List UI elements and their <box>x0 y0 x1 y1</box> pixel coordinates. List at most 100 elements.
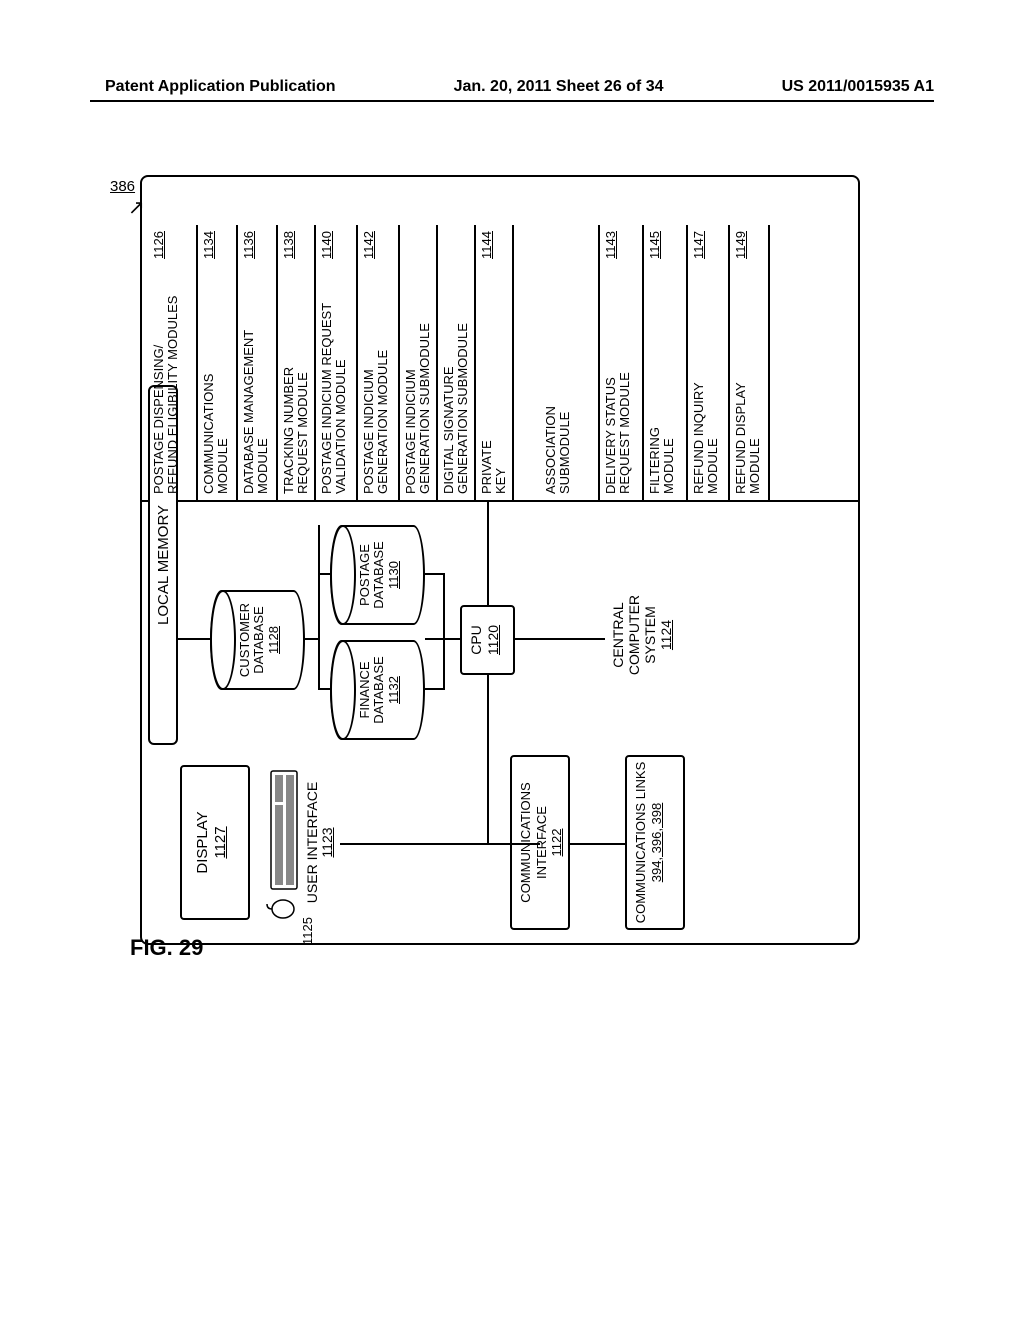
ui-text: USER INTERFACE <box>304 782 320 903</box>
cpu-box: CPU 1120 <box>460 605 515 675</box>
module-num: 1140 <box>320 231 334 259</box>
module-divider <box>436 225 438 500</box>
connector <box>570 843 625 845</box>
module-divider <box>728 225 730 500</box>
module-num: 1149 <box>734 231 748 259</box>
comm-links-num: 394, 396, 398 <box>649 803 664 883</box>
module-divider <box>598 225 600 500</box>
cust-db-label: CUSTOMER DATABASE <box>237 603 266 677</box>
module-row: FILTERING MODULE 1145 <box>644 225 681 500</box>
module-row: ASSOCIATION SUBMODULE <box>540 225 577 500</box>
module-row: POSTAGE INDICIUM GENERATION SUBMODULE <box>400 225 437 500</box>
figure-label: FIG. 29 <box>130 935 203 961</box>
keyboard-icon <box>270 770 298 890</box>
module-divider <box>356 225 358 500</box>
module-num: 1142 <box>362 231 376 259</box>
module-row: POSTAGE INDICIUM REQUEST VALIDATION MODU… <box>316 225 353 500</box>
module-row: COMMUNICATIONS MODULE 1134 <box>198 225 235 500</box>
module-label: PRIVATE KEY <box>479 440 508 494</box>
module-label: DELIVERY STATUS REQUEST MODULE <box>603 372 632 494</box>
module-divider <box>768 225 770 500</box>
header-divider <box>90 100 934 102</box>
module-divider <box>474 225 476 500</box>
module-row: POSTAGE DISPENSING/ REFUND ELIGIBILITY M… <box>148 225 185 500</box>
comm-if-num: 1122 <box>549 829 564 857</box>
user-interface-label: USER INTERFACE 1123 <box>305 765 336 920</box>
connector <box>318 525 320 690</box>
post-db-num: 1130 <box>386 561 401 589</box>
module-divider <box>196 225 198 500</box>
module-num: 1145 <box>648 231 662 259</box>
header-left: Patent Application Publication <box>105 78 336 96</box>
cpu-num: 1120 <box>485 625 501 655</box>
display-box: DISPLAY 1127 <box>180 765 250 920</box>
module-label: REFUND DISPLAY MODULE <box>733 382 762 494</box>
central-text: CENTRAL COMPUTER SYSTEM <box>610 595 658 675</box>
module-row: DELIVERY STATUS REQUEST MODULE 1143 <box>600 225 637 500</box>
module-row: POSTAGE INDICIUM GENERATION MODULE 1142 <box>358 225 395 500</box>
module-row: DATABASE MANAGEMENT MODULE 1136 <box>238 225 275 500</box>
central-num: 1124 <box>658 620 674 650</box>
module-col-border <box>140 500 858 502</box>
connector <box>178 638 210 640</box>
comm-links-label: COMMUNICATIONS LINKS <box>633 762 648 924</box>
module-num: 1147 <box>692 231 706 259</box>
module-num: 1136 <box>242 231 256 259</box>
module-label: POSTAGE INDICIUM REQUEST VALIDATION MODU… <box>319 303 348 494</box>
module-divider <box>398 225 400 500</box>
connector <box>425 688 445 690</box>
customer-db-cylinder: CUSTOMER DATABASE 1128 <box>210 590 305 690</box>
module-label: REFUND INQUIRY MODULE <box>691 382 720 494</box>
module-label: POSTAGE INDICIUM GENERATION MODULE <box>361 350 390 494</box>
module-divider <box>512 225 514 500</box>
connector <box>515 638 605 640</box>
module-divider <box>314 225 316 500</box>
module-label: ASSOCIATION SUBMODULE <box>543 406 572 494</box>
header-center: Jan. 20, 2011 Sheet 26 of 34 <box>454 78 664 96</box>
module-label: COMMUNICATIONS MODULE <box>201 374 230 494</box>
module-label: DATABASE MANAGEMENT MODULE <box>241 330 270 494</box>
header-right: US 2011/0015935 A1 <box>782 78 934 96</box>
module-num: 1126 <box>152 231 166 259</box>
display-num: 1127 <box>212 826 229 858</box>
module-label: DIGITAL SIGNATURE GENERATION SUBMODULE <box>441 323 470 494</box>
display-label: DISPLAY <box>194 811 211 873</box>
module-num: 1134 <box>202 231 216 259</box>
connector <box>425 573 445 575</box>
module-label: TRACKING NUMBER REQUEST MODULE <box>281 367 310 494</box>
module-num: 1143 <box>604 231 618 259</box>
ui-side-num: 1125 <box>300 917 315 945</box>
connector <box>318 573 332 575</box>
central-system-label: CENTRAL COMPUTER SYSTEM 1124 <box>610 575 674 695</box>
module-row: REFUND DISPLAY MODULE 1149 <box>730 225 767 500</box>
connector <box>487 675 489 845</box>
module-label: POSTAGE INDICIUM GENERATION SUBMODULE <box>403 323 432 494</box>
connector <box>318 688 332 690</box>
module-num: 1138 <box>282 231 296 259</box>
comm-links-box: COMMUNICATIONS LINKS 394, 396, 398 <box>625 755 685 930</box>
module-label: FILTERING MODULE <box>647 427 676 494</box>
post-db-label: POSTAGE DATABASE <box>357 541 386 608</box>
connector <box>443 573 445 690</box>
ref-386: 386 <box>110 178 135 195</box>
module-divider <box>236 225 238 500</box>
module-num: 1144 <box>480 231 494 259</box>
connector <box>487 502 489 605</box>
connector <box>305 638 318 640</box>
mouse-icon <box>265 898 295 920</box>
fin-db-num: 1132 <box>386 676 401 704</box>
connector <box>340 843 540 845</box>
module-divider <box>642 225 644 500</box>
module-row: TRACKING NUMBER REQUEST MODULE 1138 <box>278 225 315 500</box>
postage-db-cylinder: POSTAGE DATABASE 1130 <box>330 525 425 625</box>
ui-num: 1123 <box>319 827 335 857</box>
module-row: PRIVATE KEY 1144 <box>476 225 513 500</box>
module-row: DIGITAL SIGNATURE GENERATION SUBMODULE <box>438 225 475 500</box>
cust-db-num: 1128 <box>266 626 281 654</box>
module-label: POSTAGE DISPENSING/ REFUND ELIGIBILITY M… <box>151 296 180 494</box>
cpu-label: CPU <box>468 625 484 655</box>
diagram: LOCAL MEMORY DISPLAY 1127 1125 USER INTE… <box>140 175 860 945</box>
module-divider <box>276 225 278 500</box>
fin-db-label: FINANCE DATABASE <box>357 656 386 723</box>
module-row: REFUND INQUIRY MODULE 1147 <box>688 225 725 500</box>
